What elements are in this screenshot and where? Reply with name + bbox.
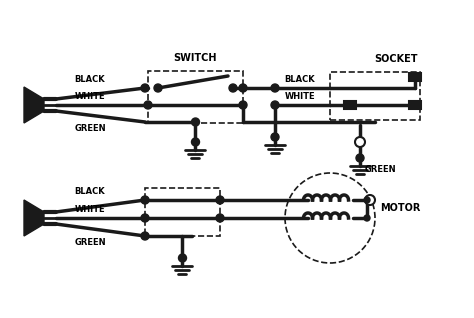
Bar bbox=[344, 101, 356, 109]
Circle shape bbox=[355, 137, 365, 147]
Text: GREEN: GREEN bbox=[74, 238, 106, 247]
Text: BLACK: BLACK bbox=[285, 75, 315, 84]
Circle shape bbox=[364, 215, 370, 221]
Circle shape bbox=[271, 101, 279, 109]
Circle shape bbox=[365, 195, 375, 205]
Circle shape bbox=[216, 196, 224, 204]
Text: GREEN: GREEN bbox=[74, 124, 106, 133]
Bar bbox=[148, 71, 243, 123]
Circle shape bbox=[216, 214, 224, 222]
Text: WHITE: WHITE bbox=[285, 92, 315, 101]
Circle shape bbox=[239, 101, 247, 109]
Text: WHITE: WHITE bbox=[75, 205, 105, 214]
Circle shape bbox=[356, 154, 364, 162]
Text: SOCKET: SOCKET bbox=[374, 54, 418, 64]
Circle shape bbox=[141, 214, 149, 222]
Text: SWITCH: SWITCH bbox=[174, 53, 217, 63]
Bar bbox=[330, 72, 420, 120]
Bar bbox=[145, 188, 220, 236]
Circle shape bbox=[229, 84, 237, 92]
Circle shape bbox=[271, 84, 279, 92]
Polygon shape bbox=[24, 87, 44, 123]
Text: BLACK: BLACK bbox=[75, 187, 105, 196]
Text: WHITE: WHITE bbox=[75, 92, 105, 101]
Circle shape bbox=[141, 84, 149, 92]
Circle shape bbox=[154, 84, 162, 92]
Circle shape bbox=[239, 84, 247, 92]
Text: GREEN: GREEN bbox=[365, 165, 397, 175]
Bar bbox=[409, 73, 421, 81]
Bar bbox=[409, 101, 421, 109]
Circle shape bbox=[144, 101, 152, 109]
Circle shape bbox=[191, 138, 200, 146]
Circle shape bbox=[271, 133, 279, 141]
Circle shape bbox=[179, 254, 186, 262]
Text: BLACK: BLACK bbox=[75, 75, 105, 84]
Text: MOTOR: MOTOR bbox=[380, 203, 420, 213]
Circle shape bbox=[364, 197, 370, 203]
Circle shape bbox=[141, 196, 149, 204]
Circle shape bbox=[191, 118, 200, 126]
Polygon shape bbox=[24, 200, 44, 236]
Circle shape bbox=[141, 232, 149, 240]
